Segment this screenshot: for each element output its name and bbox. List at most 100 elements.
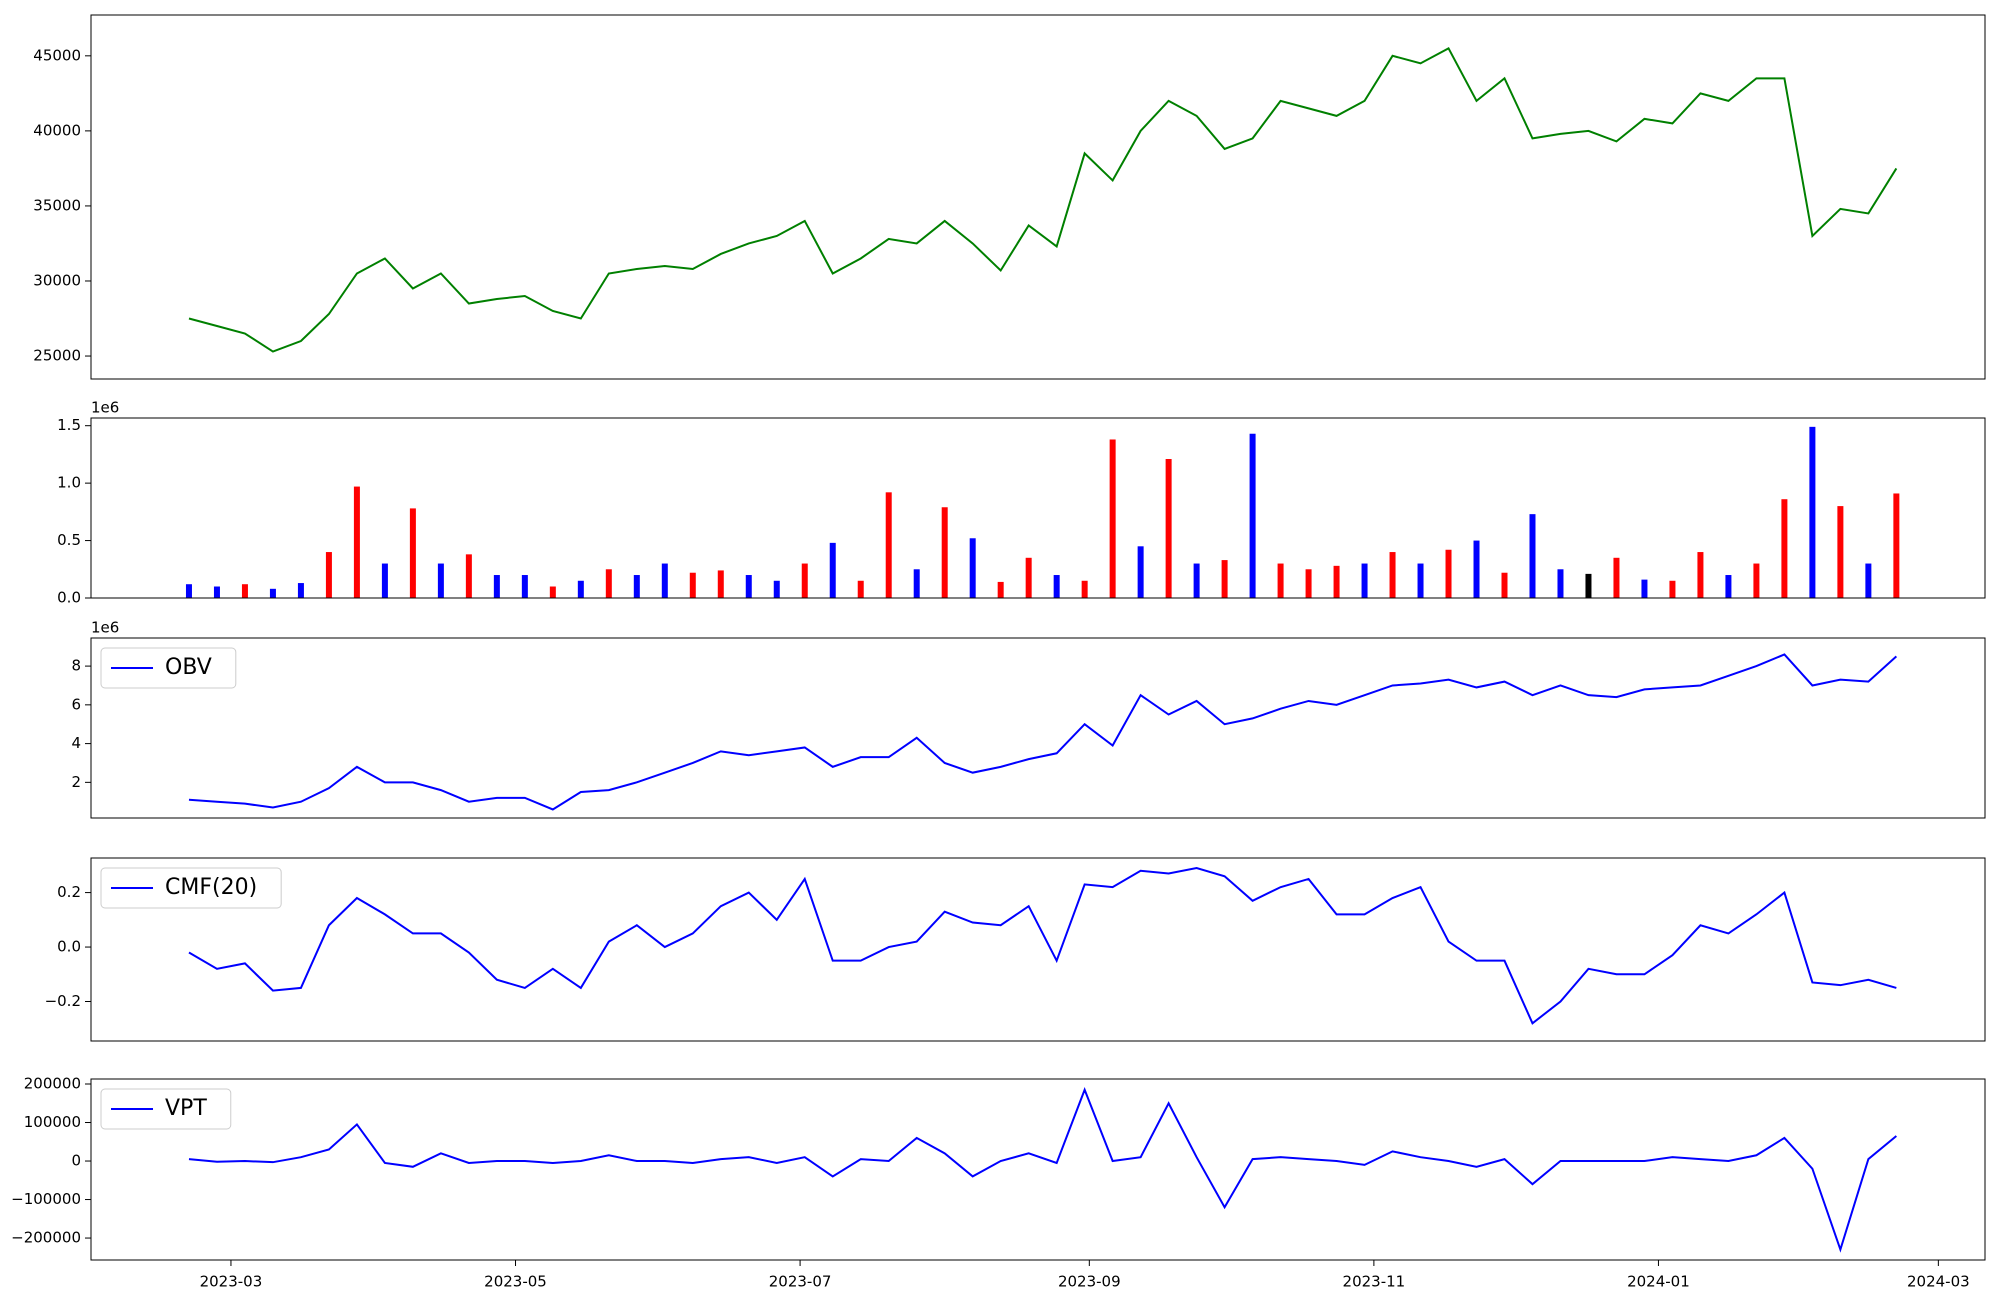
y-tick-label: 1.0 (57, 474, 81, 492)
x-tick-label: 2023-09 (1058, 1273, 1121, 1291)
panel: −200000 −100000 0 100000 200000 2023-03 2023-0… (11, 1075, 1986, 1291)
bar (1277, 563, 1284, 598)
series-line (188, 1087, 1897, 1253)
y-tick-label: 35000 (33, 196, 81, 214)
bar (801, 563, 808, 598)
bar (1809, 426, 1816, 598)
legend-label: OBV (165, 655, 212, 680)
bar (1501, 572, 1508, 598)
x-tick-label: 2024-03 (1907, 1273, 1970, 1291)
bar (913, 569, 920, 598)
bar (577, 580, 584, 598)
bar (325, 552, 332, 598)
y-tick-label: 40000 (33, 121, 81, 139)
bar (1613, 557, 1620, 598)
bar (1781, 499, 1788, 598)
bar (437, 563, 444, 598)
y-tick-label: 0.2 (57, 883, 81, 901)
y-tick-label: −200000 (11, 1229, 81, 1247)
bar (185, 584, 192, 598)
bar (521, 575, 528, 598)
bar (1837, 506, 1844, 598)
bar (493, 575, 500, 598)
bar (1165, 459, 1172, 598)
y-tick-label: 8 (71, 657, 81, 675)
bar (213, 586, 220, 598)
bar (1249, 433, 1256, 598)
x-tick-label: 2024-01 (1627, 1273, 1690, 1291)
bar (353, 486, 360, 598)
bar (1333, 565, 1340, 598)
x-tick-label: 2023-03 (200, 1273, 263, 1291)
legend-label: CMF(20) (165, 875, 257, 900)
axes-frame (90, 14, 1986, 380)
bar (269, 588, 276, 598)
bar (829, 542, 836, 598)
series-line (188, 867, 1897, 1025)
bar (1053, 575, 1060, 598)
bar (1221, 560, 1228, 598)
bar (297, 583, 304, 598)
axes-frame (90, 857, 1986, 1042)
y-tick-label: 0 (71, 1152, 81, 1170)
bar (661, 563, 668, 598)
bar (1109, 439, 1116, 598)
bar (885, 492, 892, 598)
bar (1025, 557, 1032, 598)
bar (1193, 563, 1200, 598)
bar (1697, 552, 1704, 598)
series-line (188, 653, 1898, 811)
legend (100, 1088, 232, 1130)
y-tick-label: −100000 (11, 1190, 81, 1208)
bar (633, 575, 640, 598)
x-tick-label: 2023-05 (484, 1273, 547, 1291)
y-tick-label: 4 (71, 734, 81, 752)
y-tick-label: 0.0 (57, 589, 81, 607)
bar (1361, 563, 1368, 598)
legend (100, 867, 282, 909)
offset-text: 1e6 (91, 619, 119, 637)
bar (241, 584, 248, 598)
bar (997, 581, 1004, 598)
y-tick-label: 45000 (33, 46, 81, 64)
bar (969, 538, 976, 598)
panel: 25000 30000 35000 40000 45000 (33, 14, 1986, 380)
bar (1669, 580, 1676, 598)
axes-frame (90, 1078, 1986, 1261)
y-tick-label: 100000 (24, 1113, 81, 1131)
bar (773, 580, 780, 598)
bar (549, 586, 556, 598)
bar (1137, 546, 1144, 598)
y-tick-label: 0.0 (57, 938, 81, 956)
panel: −0.2 0.0 0.2 CMF(20) (45, 857, 1986, 1042)
bar (1529, 514, 1536, 598)
bar (1753, 563, 1760, 598)
x-tick-label: 2023-07 (769, 1273, 832, 1291)
offset-text: 1e6 (91, 399, 119, 417)
y-tick-label: 200000 (24, 1075, 81, 1093)
bar (717, 570, 724, 598)
bar (1473, 540, 1480, 598)
bar (1641, 579, 1648, 598)
y-tick-label: 30000 (33, 271, 81, 289)
bar (465, 554, 472, 598)
bar (1585, 573, 1592, 598)
bar (381, 563, 388, 598)
bar (1081, 580, 1088, 598)
bar (941, 507, 948, 598)
bar (409, 508, 416, 598)
y-tick-label: 2 (71, 773, 81, 791)
y-tick-label: 1.5 (57, 416, 81, 434)
bar (1417, 563, 1424, 598)
y-tick-label: 6 (71, 695, 81, 713)
bar (689, 572, 696, 598)
bar (1557, 569, 1564, 598)
axes-frame (90, 417, 1986, 599)
bar (1445, 549, 1452, 598)
bar (1305, 569, 1312, 598)
y-tick-label: 0.5 (57, 531, 81, 549)
bar (1389, 552, 1396, 598)
axes-frame (90, 637, 1986, 819)
